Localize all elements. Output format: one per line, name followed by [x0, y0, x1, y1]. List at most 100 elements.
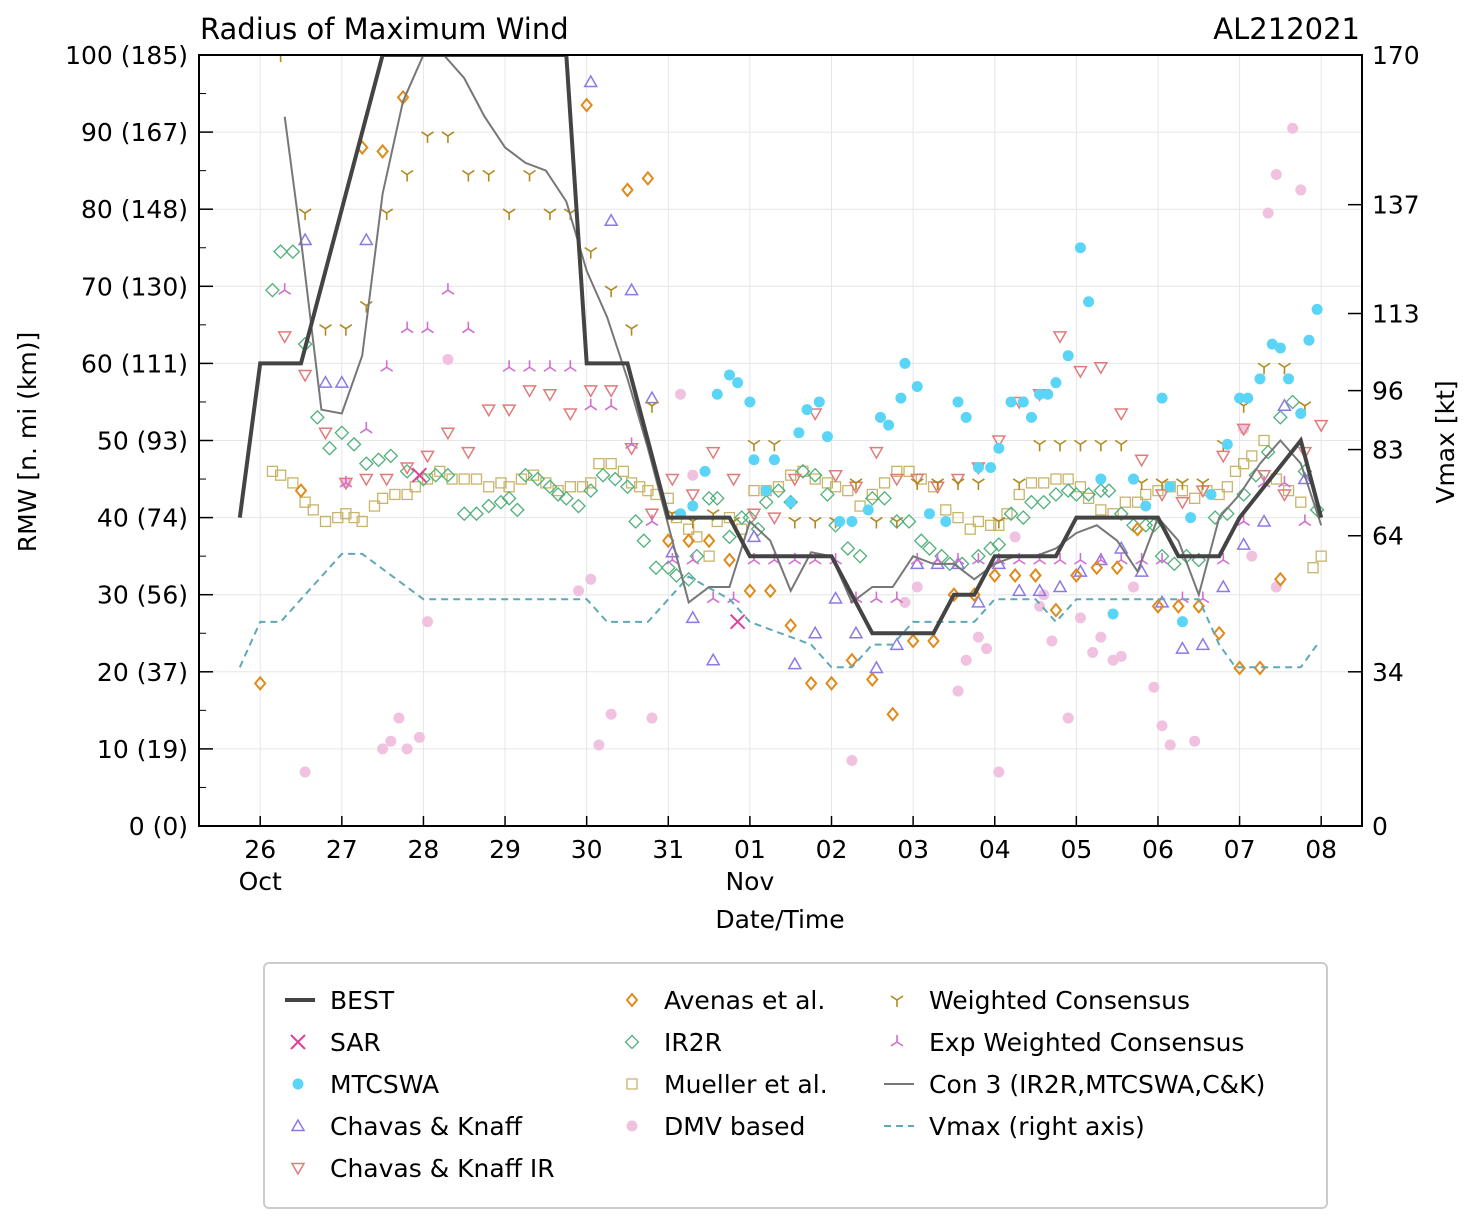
data-point-mueller-et-al — [985, 519, 997, 531]
marker-stroke — [896, 995, 904, 1001]
data-point-mtcswa — [846, 515, 858, 527]
series-exp-weighted-consensus — [278, 283, 1312, 604]
data-point-mtcswa — [1311, 303, 1323, 315]
data-point-chavas-knaff-ir — [440, 427, 456, 441]
marker-stroke — [916, 478, 924, 484]
data-point-avenas-et-al — [253, 675, 267, 691]
legend-label: Weighted Consensus — [929, 986, 1190, 1015]
data-point-mueller-et-al — [748, 484, 760, 497]
marker-stroke — [890, 516, 898, 523]
x-tick-sublabel: Nov — [725, 867, 774, 896]
data-point-chavas-knaff — [1215, 579, 1231, 593]
legend-swatch — [626, 1078, 638, 1090]
data-point-ir2r — [428, 467, 444, 483]
data-point-ir2r — [530, 471, 546, 487]
marker-stroke — [461, 169, 469, 176]
data-point-weighted-consensus — [931, 478, 945, 490]
data-point-ir2r — [1036, 494, 1052, 510]
data-point-chavas-knaff-ir — [950, 473, 966, 487]
data-point-mtcswa — [993, 442, 1005, 454]
data-point-avenas-et-al — [1049, 602, 1063, 618]
data-point-mueller-et-al — [642, 484, 654, 497]
data-point-ir2r — [265, 282, 280, 298]
marker-stroke — [508, 208, 516, 214]
data-point-exp-weighted-consensus — [1216, 553, 1230, 565]
data-point-ir2r — [273, 244, 289, 260]
marker-stroke — [549, 366, 557, 372]
data-point-chavas-knaff-ir — [522, 385, 537, 398]
data-point-chavas-knaff — [807, 625, 823, 639]
data-point-mueller-et-al — [1082, 492, 1095, 504]
data-point-dmv-based — [605, 708, 617, 720]
data-point-chavas-knaff-ir — [1313, 419, 1329, 433]
data-point-dmv-based — [1009, 531, 1021, 543]
marker-stroke — [529, 169, 536, 176]
data-point-chavas-knaff — [297, 232, 313, 246]
data-point-mueller-et-al — [287, 477, 299, 489]
marker-stroke — [1033, 439, 1041, 446]
data-point-chavas-knaff — [1011, 583, 1027, 597]
data-point-mtcswa — [1095, 473, 1107, 485]
data-point-exp-weighted-consensus — [727, 591, 741, 604]
marker-stroke — [590, 246, 598, 253]
marker-stroke — [610, 405, 618, 411]
data-point-weighted-consensus — [951, 478, 965, 490]
data-point-ir2r — [864, 490, 880, 506]
data-point-weighted-consensus — [482, 169, 496, 182]
marker-stroke — [896, 1041, 904, 1047]
data-point-weighted-consensus — [1257, 362, 1271, 375]
data-point-mtcswa — [923, 508, 935, 520]
data-point-chavas-knaff-ir — [481, 404, 497, 418]
data-point-dmv-based — [422, 616, 434, 628]
data-point-mtcswa — [1062, 350, 1074, 362]
data-point-avenas-et-al — [804, 675, 818, 691]
data-point-mtcswa — [874, 411, 886, 423]
data-point-mueller-et-al — [952, 511, 964, 524]
x-tick-label: 26 — [244, 835, 276, 864]
data-point-chavas-knaff — [603, 213, 619, 227]
data-point-mueller-et-al — [356, 515, 368, 528]
data-point-chavas-knaff-ir — [277, 331, 292, 344]
data-point-chavas-knaff-ir — [1073, 365, 1088, 379]
data-point-mtcswa — [1283, 373, 1295, 385]
data-point-mueller-et-al — [409, 481, 421, 493]
legend-swatch — [624, 1034, 640, 1050]
legend-swatch — [625, 992, 639, 1008]
marker-stroke — [814, 516, 822, 523]
data-point-mueller-et-al — [903, 465, 915, 477]
marker-stroke — [1237, 520, 1245, 527]
data-point-exp-weighted-consensus — [910, 553, 924, 565]
data-point-chavas-knaff-ir — [1175, 496, 1190, 510]
data-point-mtcswa — [940, 515, 952, 527]
data-point-chavas-knaff-ir — [828, 469, 843, 483]
data-point-weighted-consensus — [808, 516, 822, 529]
data-point-ir2r — [309, 409, 325, 425]
data-point-ir2r — [456, 506, 472, 522]
data-point-weighted-consensus — [747, 439, 761, 452]
data-point-mtcswa — [1242, 392, 1254, 404]
data-point-chavas-knaff-ir — [787, 473, 803, 487]
x-tick-label: 03 — [897, 835, 929, 864]
marker-stroke — [733, 597, 741, 604]
data-point-weighted-consensus — [400, 169, 414, 182]
data-point-ir2r — [750, 521, 766, 537]
data-point-mueller-et-al — [368, 500, 381, 512]
data-point-chavas-knaff-ir — [909, 473, 925, 487]
data-point-exp-weighted-consensus — [645, 514, 659, 527]
data-point-exp-weighted-consensus — [1155, 553, 1169, 565]
marker-stroke — [1039, 439, 1047, 446]
marker-stroke — [584, 246, 592, 253]
data-point-ir2r — [440, 467, 456, 483]
y2-tick-label: 113 — [1372, 300, 1420, 329]
data-point-sar — [729, 613, 746, 630]
x-tick-label: 28 — [408, 835, 440, 864]
data-point-exp-weighted-consensus — [380, 360, 394, 372]
data-point-mueller-et-al — [625, 477, 638, 489]
gridlines — [199, 54, 1362, 827]
x-tick-label: 02 — [816, 835, 848, 864]
data-point-avenas-et-al — [1192, 598, 1206, 614]
data-point-mueller-et-al — [446, 473, 458, 485]
data-point-exp-weighted-consensus — [706, 591, 720, 604]
marker-stroke — [1012, 559, 1020, 565]
data-point-weighted-consensus — [441, 131, 455, 143]
